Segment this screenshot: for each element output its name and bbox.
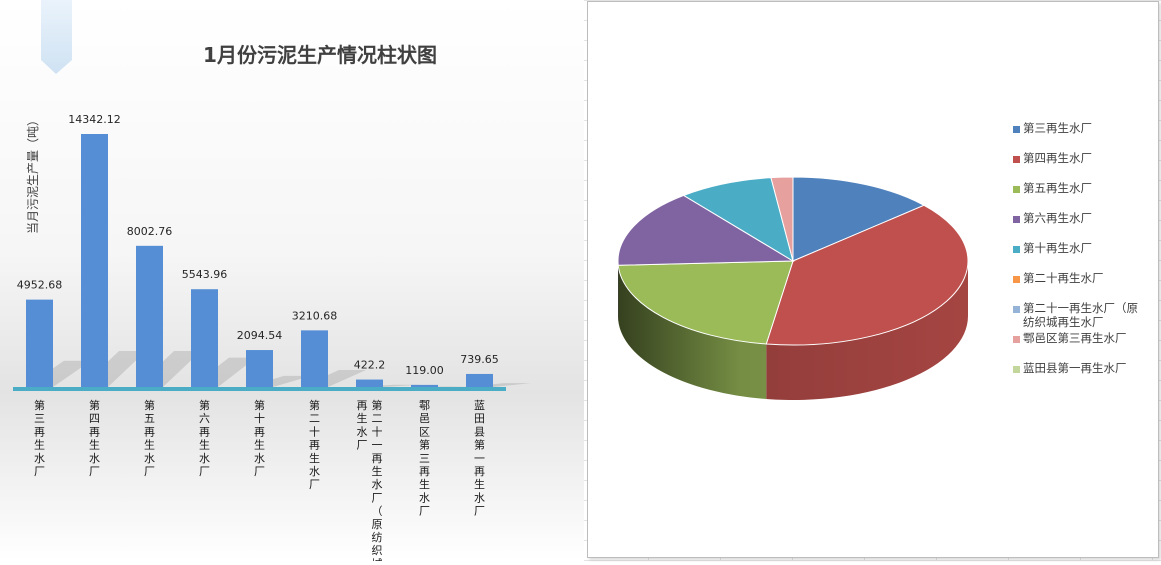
bar	[411, 385, 438, 387]
bar-chart: 1月份污泥生产情况柱状图 当月污泥生产量（吨） 4952.68 14342.12 8…	[0, 0, 584, 561]
category-label: 蓝田县第一再生水厂	[474, 399, 485, 518]
legend-item: 第四再生水厂	[1013, 151, 1092, 165]
category-label: 再生水厂	[357, 399, 368, 452]
bar	[246, 350, 273, 387]
svg-text:第十再生水厂: 第十再生水厂	[1023, 241, 1092, 255]
pie-slice-group	[618, 177, 968, 345]
legend-item: 鄠邑区第三再生水厂	[1013, 331, 1127, 345]
svg-text:第十再生水厂: 第十再生水厂	[254, 398, 265, 478]
bar	[466, 374, 493, 387]
legend-swatch	[1013, 306, 1020, 313]
legend: 第三再生水厂第四再生水厂第五再生水厂第六再生水厂第十再生水厂第二十再生水厂第二十…	[1013, 121, 1138, 375]
bar	[136, 246, 163, 387]
legend-swatch	[1013, 156, 1020, 163]
category-label-group: 第三再生水厂 第四再生水厂 第五再生水厂 第六再生水厂 第十再生水厂 第二十再生水厂 第二十…	[34, 398, 485, 561]
svg-text:第四再生水厂: 第四再生水厂	[1023, 151, 1092, 165]
bar-group	[26, 134, 493, 387]
legend-swatch	[1013, 186, 1020, 193]
legend-item: 第十再生水厂	[1013, 241, 1092, 255]
svg-text:第六再生水厂: 第六再生水厂	[1023, 211, 1092, 225]
bar-chart-panel[interactable]: 1月份污泥生产情况柱状图 当月污泥生产量（吨） 4952.68 14342.12 8…	[0, 0, 584, 561]
legend-swatch	[1013, 276, 1020, 283]
data-label: 4952.68	[17, 279, 63, 292]
legend-swatch	[1013, 126, 1020, 133]
data-label: 739.65	[460, 353, 499, 366]
data-label: 2094.54	[237, 329, 283, 342]
data-label: 5543.96	[182, 268, 228, 281]
data-label: 14342.12	[68, 113, 121, 126]
bar	[301, 330, 328, 387]
data-label: 3210.68	[292, 309, 338, 322]
legend-swatch	[1013, 246, 1020, 253]
svg-text:第四再生水厂: 第四再生水厂	[89, 398, 100, 478]
bar	[191, 289, 218, 387]
svg-text:第二十再生水厂: 第二十再生水厂	[309, 398, 320, 491]
svg-text:蓝田县第一再生水厂: 蓝田县第一再生水厂	[1023, 361, 1127, 375]
data-label: 119.00	[405, 364, 444, 377]
legend-item: 第二十一再生水厂（原纺织城再生水厂	[1013, 301, 1138, 329]
ribbon-decoration	[41, 0, 72, 74]
svg-text:鄠邑区第三再生水厂: 鄠邑区第三再生水厂	[1023, 331, 1127, 345]
data-label: 8002.76	[127, 225, 173, 238]
category-label: 第二十一再生水厂（原纺织城	[372, 398, 383, 561]
category-label: 鄠邑区第三再生水厂	[419, 399, 430, 518]
category-label: 第三再生水厂	[34, 398, 45, 478]
svg-text:第二十一再生水厂（原纺织城: 第二十一再生水厂（原纺织城	[372, 398, 383, 561]
svg-text:第三再生水厂: 第三再生水厂	[1023, 121, 1092, 135]
bar-chart-title: 1月份污泥生产情况柱状图	[203, 43, 437, 67]
category-label: 第五再生水厂	[144, 398, 155, 478]
svg-text:再生水厂: 再生水厂	[357, 399, 368, 452]
category-label: 第六再生水厂	[199, 398, 210, 478]
legend-item: 第二十再生水厂	[1013, 271, 1104, 285]
data-label: 422.2	[354, 359, 386, 372]
legend-swatch	[1013, 336, 1020, 343]
category-label: 第十再生水厂	[254, 398, 265, 478]
svg-text:鄠邑区第三再生水厂: 鄠邑区第三再生水厂	[419, 399, 430, 518]
svg-text:第三再生水厂: 第三再生水厂	[34, 398, 45, 478]
svg-text:第二十再生水厂: 第二十再生水厂	[1023, 271, 1104, 285]
pie-chart: 第三再生水厂第四再生水厂第五再生水厂第六再生水厂第十再生水厂第二十再生水厂第二十…	[588, 2, 1158, 557]
bar	[81, 134, 108, 387]
category-label: 第二十再生水厂	[309, 398, 320, 491]
legend-item: 第三再生水厂	[1013, 121, 1092, 135]
legend-item: 第五再生水厂	[1013, 181, 1092, 195]
legend-item: 蓝田县第一再生水厂	[1013, 361, 1127, 375]
legend-item: 第六再生水厂	[1013, 211, 1092, 225]
bar	[356, 380, 383, 387]
pie-chart-panel[interactable]: 第三再生水厂第四再生水厂第五再生水厂第六再生水厂第十再生水厂第二十再生水厂第二十…	[587, 1, 1159, 558]
legend-swatch	[1013, 366, 1020, 373]
svg-text:第二十一再生水厂（原纺织城再生水厂: 第二十一再生水厂（原纺织城再生水厂	[1023, 301, 1138, 329]
bar	[26, 300, 53, 387]
y-axis-label: 当月污泥生产量（吨）	[26, 114, 40, 234]
svg-text:蓝田县第一再生水厂: 蓝田县第一再生水厂	[474, 399, 485, 518]
legend-swatch	[1013, 216, 1020, 223]
svg-text:第六再生水厂: 第六再生水厂	[199, 398, 210, 478]
category-label: 第四再生水厂	[89, 398, 100, 478]
svg-text:第五再生水厂: 第五再生水厂	[1023, 181, 1092, 195]
svg-text:第五再生水厂: 第五再生水厂	[144, 398, 155, 478]
